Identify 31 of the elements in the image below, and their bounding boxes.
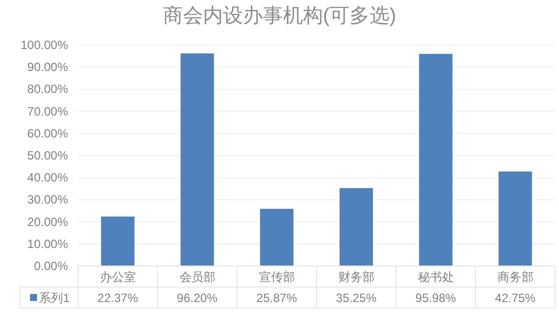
bar [260,208,294,266]
data-label: 96.20% [176,291,218,305]
y-tick-label: 30.00% [27,192,68,207]
x-tick-label: 会员部 [179,270,216,284]
legend-label: 系列1 [39,291,70,305]
y-tick-label: 50.00% [27,148,68,162]
y-tick-label: 40.00% [27,170,68,185]
bar [498,172,532,266]
data-label: 22.37% [97,291,138,305]
bar [419,54,452,266]
y-tick-label: 0.00% [34,259,68,273]
x-tick-label: 秘书处 [418,270,454,284]
data-label: 42.75% [494,291,536,305]
y-tick-label: 90.00% [27,60,68,74]
data-label: 35.25% [336,291,377,305]
chart-title: 商会内设办事机构(可多选) [162,5,396,27]
bar [340,188,373,266]
data-label: 25.87% [256,291,298,305]
x-tick-label: 财务部 [338,270,374,284]
y-tick-label: 70.00% [27,104,68,118]
y-tick-label: 10.00% [27,236,68,251]
bar [180,53,214,266]
x-tick-label: 办公室 [100,270,136,284]
data-label: 95.98% [415,291,456,305]
x-tick-label: 宣传部 [258,270,295,284]
y-tick-label: 20.00% [27,214,68,229]
y-tick-label: 80.00% [27,82,68,96]
y-tick-label: 100.00% [20,38,68,52]
bar [101,216,134,266]
x-tick-label: 商务部 [497,270,534,284]
y-tick-label: 60.00% [27,126,68,140]
